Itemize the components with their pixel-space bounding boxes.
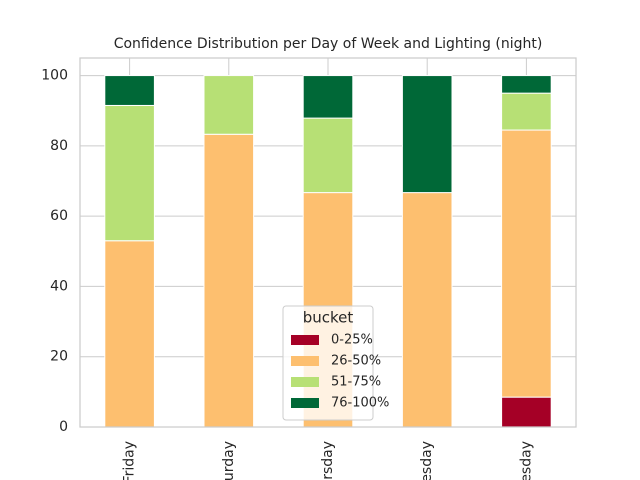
y-tick-label: 0 <box>59 419 68 435</box>
legend-swatch <box>291 356 319 366</box>
bar-segment <box>501 75 552 94</box>
legend-swatch <box>291 377 319 387</box>
bar-segment <box>302 75 354 119</box>
legend: bucket 0-25% 26-50% 51-75% 76-100% <box>282 305 389 421</box>
bar-segment <box>401 75 453 194</box>
legend-swatch <box>291 335 319 345</box>
chart-title: Confidence Distribution per Day of Week … <box>114 36 543 52</box>
bar-segment <box>302 117 354 194</box>
bar-segment <box>203 133 255 428</box>
legend-label: 76-100% <box>331 396 389 411</box>
bar-segment <box>104 75 155 106</box>
x-tick-label: Friday <box>122 441 138 480</box>
y-tick-label: 20 <box>50 349 68 365</box>
legend-box <box>282 305 374 421</box>
legend-swatch <box>291 398 319 408</box>
y-tick-label: 100 <box>41 68 68 84</box>
y-tick-label: 60 <box>50 208 68 224</box>
x-tick-label: Saturday <box>221 441 237 480</box>
y-tick-label: 80 <box>50 138 68 154</box>
legend-label: 26-50% <box>331 354 381 369</box>
bar-segment <box>501 129 552 398</box>
x-tick-label: Wednesday <box>518 441 534 480</box>
bar-segment <box>501 396 552 428</box>
x-tick-label: Tuesday <box>419 441 435 480</box>
legend-label: 0-25% <box>331 333 373 348</box>
legend-label: 51-75% <box>331 375 381 390</box>
bar-segment <box>104 104 155 242</box>
x-tick-label: Thursday <box>320 441 336 480</box>
bar-segment <box>104 240 155 428</box>
y-tick-label: 40 <box>50 278 68 294</box>
bar-segment <box>501 92 552 131</box>
plot-frame <box>79 57 577 428</box>
bar-segment <box>401 192 453 428</box>
legend-title: bucket <box>303 309 354 327</box>
bar-segment <box>203 75 255 135</box>
